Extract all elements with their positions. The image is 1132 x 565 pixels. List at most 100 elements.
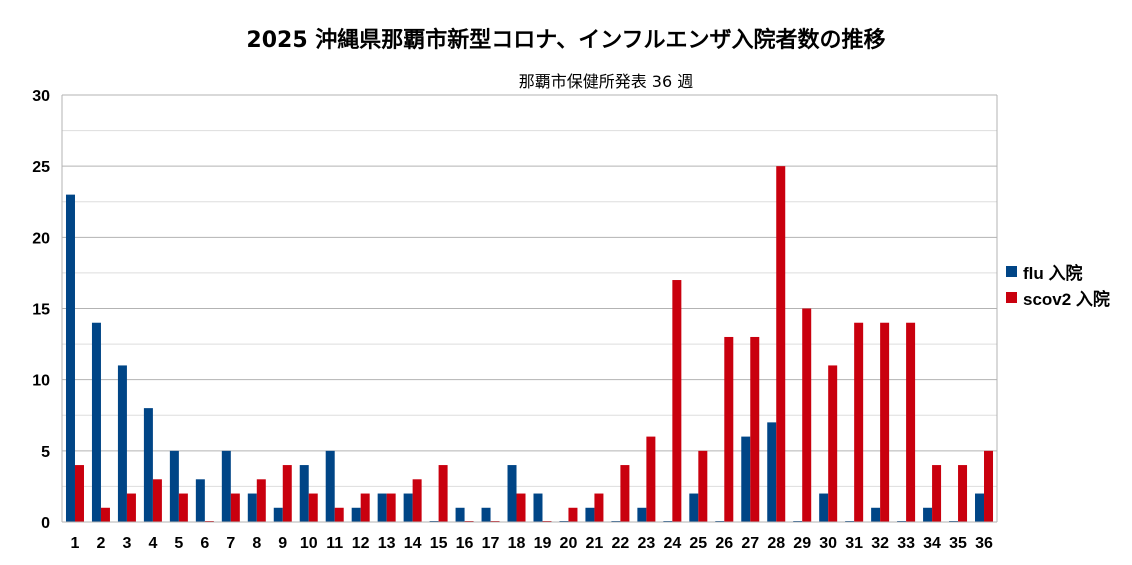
bar-flu — [819, 493, 829, 522]
x-tick-label: 27 — [741, 535, 759, 552]
bar-flu — [299, 465, 309, 522]
y-tick-label: 10 — [32, 373, 50, 390]
bar-flu — [325, 450, 335, 522]
bar-scov2 — [984, 450, 994, 522]
x-tick-label: 36 — [975, 535, 993, 552]
x-tick-label: 2 — [97, 535, 106, 552]
bar-scov2 — [802, 308, 812, 522]
x-tick-label: 1 — [71, 535, 80, 552]
bar-scov2 — [906, 322, 916, 522]
bar-flu — [455, 507, 465, 522]
x-tick-label: 11 — [326, 535, 343, 552]
bar-scov2 — [126, 493, 136, 522]
bar-scov2 — [100, 507, 110, 522]
bar-flu — [221, 450, 231, 522]
bar-flu — [741, 436, 751, 522]
bar-scov2 — [776, 166, 786, 522]
bar-scov2 — [594, 493, 604, 522]
x-tick-label: 26 — [715, 535, 733, 552]
bar-scov2 — [568, 507, 578, 522]
bar-flu — [273, 507, 283, 522]
bar-scov2 — [308, 493, 318, 522]
bar-scov2 — [854, 322, 864, 522]
x-tick-label: 34 — [923, 535, 941, 552]
legend: flu 入院 scov2 入院 — [1006, 258, 1110, 310]
x-tick-label: 30 — [819, 535, 837, 552]
y-tick-label: 15 — [32, 302, 50, 319]
bar-flu — [975, 493, 985, 522]
legend-swatch-flu — [1006, 265, 1017, 277]
x-tick-label: 3 — [122, 535, 131, 552]
x-tick-label: 18 — [508, 535, 526, 552]
bar-flu — [351, 507, 361, 522]
x-tick-label: 15 — [430, 535, 448, 552]
bar-flu — [507, 465, 517, 522]
x-tick-label: 4 — [148, 535, 157, 552]
bar-scov2 — [516, 493, 526, 522]
x-tick-label: 20 — [560, 535, 578, 552]
bar-flu — [169, 450, 179, 522]
bar-scov2 — [74, 465, 84, 522]
legend-swatch-scov2 — [1006, 291, 1017, 303]
x-tick-label: 29 — [793, 535, 811, 552]
x-tick-label: 22 — [612, 535, 630, 552]
x-tick-label: 19 — [534, 535, 552, 552]
bar-scov2 — [386, 493, 396, 522]
legend-label-scov2: scov2 入院 — [1023, 289, 1110, 309]
y-tick-label: 30 — [32, 88, 50, 105]
bar-flu — [637, 507, 647, 522]
bar-flu — [143, 408, 153, 522]
bar-scov2 — [698, 450, 708, 522]
bar-scov2 — [178, 493, 188, 522]
x-tick-label: 5 — [174, 535, 183, 552]
x-tick-label: 32 — [871, 535, 889, 552]
bar-flu — [689, 493, 699, 522]
bar-scov2 — [360, 493, 370, 522]
x-tick-label: 10 — [300, 535, 318, 552]
bar-flu — [533, 493, 543, 522]
bar-flu — [377, 493, 387, 522]
bar-flu — [195, 479, 205, 522]
bar-scov2 — [282, 465, 292, 522]
x-tick-label: 21 — [586, 535, 604, 552]
x-tick-label: 6 — [200, 535, 209, 552]
y-tick-label: 5 — [41, 444, 50, 461]
y-tick-label: 0 — [41, 515, 50, 532]
x-tick-label: 9 — [278, 535, 287, 552]
legend-item-scov2: scov2 入院 — [1006, 284, 1110, 310]
y-tick-label: 25 — [32, 159, 50, 176]
y-tick-labels: 0 5 10 15 20 25 30 — [32, 88, 50, 532]
bar-scov2 — [880, 322, 890, 522]
bar-scov2 — [932, 465, 942, 522]
chart-subtitle: 那覇市保健所発表 36 週 — [518, 72, 694, 91]
bar-scov2 — [750, 336, 760, 522]
bar-scov2 — [438, 465, 448, 522]
x-tick-label: 28 — [767, 535, 785, 552]
x-tick-label: 8 — [252, 535, 261, 552]
x-tick-labels: 1 2 3 4 5 6 7 8 9 10 11 12 13 14 15 16 17 18 19 20 21 22 23 24 2… — [71, 535, 993, 552]
bar-flu — [923, 507, 933, 522]
bar-flu — [481, 507, 491, 522]
bar-flu — [585, 507, 595, 522]
bar-scov2 — [256, 479, 266, 522]
x-tick-label: 13 — [378, 535, 396, 552]
x-tick-label: 35 — [949, 535, 967, 552]
axes — [61, 95, 998, 523]
bar-flu — [247, 493, 257, 522]
bar-flu — [91, 322, 101, 522]
x-tick-label: 17 — [482, 535, 500, 552]
bar-flu — [65, 194, 75, 522]
bar-scov2 — [646, 436, 656, 522]
bar-flu — [767, 422, 777, 522]
bar-scov2 — [828, 365, 838, 522]
bar-scov2 — [672, 280, 682, 522]
legend-label-flu: flu 入院 — [1023, 263, 1083, 283]
x-tick-label: 7 — [226, 535, 235, 552]
bar-flu — [403, 493, 413, 522]
chart-title: 2025 沖縄県那覇市新型コロナ、インフルエンザ入院者数の推移 — [246, 28, 886, 53]
x-tick-label: 24 — [663, 535, 681, 552]
bar-scov2 — [958, 465, 968, 522]
x-tick-label: 12 — [352, 535, 370, 552]
x-tick-label: 14 — [404, 535, 422, 552]
